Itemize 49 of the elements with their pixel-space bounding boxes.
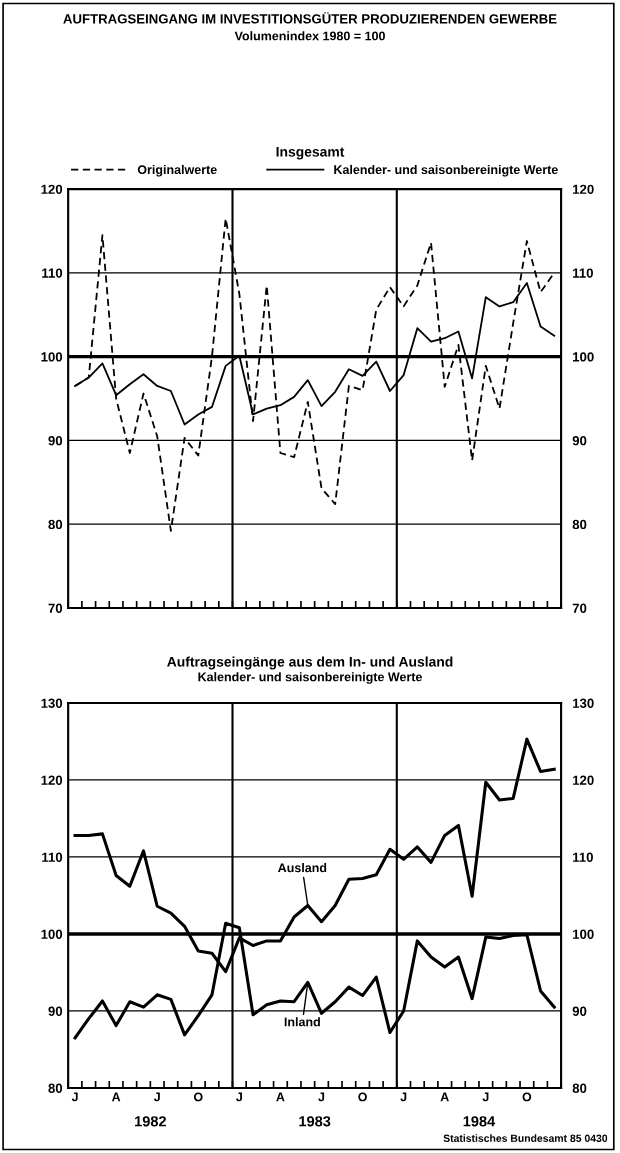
y-tick-label: 90 [48, 435, 63, 446]
x-tick-label: O [358, 1092, 367, 1102]
y-tick-label: 80 [48, 519, 63, 530]
x-tick-label: J [236, 1092, 242, 1102]
x-tick-label: J [482, 1092, 489, 1102]
y-tick-label: 120 [41, 775, 63, 785]
text: 1983 [299, 1116, 331, 1127]
x-tick-label: J [318, 1092, 325, 1102]
y2-tick-label: 70 [572, 603, 587, 613]
series-label: Ausland [277, 863, 327, 873]
y2-tick-label: 90 [572, 1006, 587, 1016]
y2-tick-label: 120 [573, 184, 594, 194]
x-tick-label: A [276, 1092, 285, 1102]
x-tick-label: J [71, 1092, 78, 1102]
y2-tick-label: 80 [572, 519, 587, 530]
y2-tick-label: 130 [573, 698, 594, 708]
y2-tick-label: 100 [573, 352, 594, 362]
y-tick-label: 130 [41, 698, 63, 708]
x-tick-label: J [400, 1092, 407, 1102]
text: Insgesamt [276, 146, 345, 160]
y2-tick-label: 120 [573, 775, 594, 785]
y2-tick-label: 100 [573, 929, 594, 939]
x-tick-label: A [111, 1092, 121, 1102]
x-tick-label: O [193, 1092, 203, 1102]
y-tick-label: 100 [41, 352, 63, 362]
y2-tick-label: 90 [572, 435, 587, 446]
text: 1982 [135, 1116, 166, 1127]
y-tick-label: 110 [42, 268, 63, 278]
chart-title: AUFTRAGSEINGANG IM INVESTITIONSGÜTER PRODUZIERENDEN GEWERBE [63, 12, 557, 24]
y-tick-label: 120 [41, 184, 63, 194]
chart-subtitle: Kalender- und saisonbereinigte Werte [198, 672, 422, 684]
y-tick-label: 110 [42, 852, 63, 862]
chart-title: Auftragseingänge aus dem In- und Ausland [167, 656, 453, 670]
legend-label: Kalender- und saisonbereinigte Werte [334, 164, 558, 177]
x-tick-label: A [440, 1092, 449, 1102]
y-tick-label: 100 [41, 929, 63, 939]
y-tick-label: 80 [48, 1083, 63, 1093]
y2-tick-label: 110 [573, 852, 593, 862]
series-label: Inland [284, 1017, 320, 1027]
y-tick-label: 90 [48, 1006, 63, 1016]
legend-label: Originalwerte [137, 164, 217, 177]
text: Statistisches Bundesamt 85 0430 [443, 1134, 608, 1142]
x-tick-label: J [153, 1092, 160, 1102]
chart-subtitle: Volumenindex 1980 = 100 [234, 31, 385, 41]
text: 1984 [463, 1116, 496, 1127]
y2-tick-label: 110 [573, 268, 593, 278]
y-tick-label: 70 [48, 603, 63, 613]
x-tick-label: O [522, 1092, 532, 1102]
y2-tick-label: 80 [572, 1083, 587, 1093]
